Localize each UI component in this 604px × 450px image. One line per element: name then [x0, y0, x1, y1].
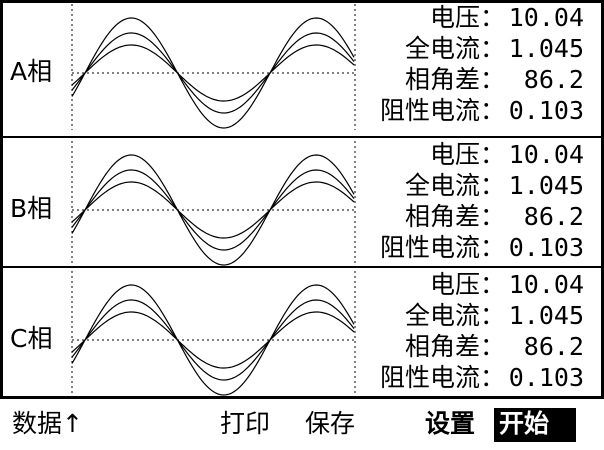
reading-value: 1.045 [509, 171, 584, 200]
reading-label: 电压： [430, 270, 505, 299]
reading-value: 10.04 [509, 3, 584, 32]
phase-label: B相 [10, 194, 52, 223]
reading-label: 相角差： [405, 332, 505, 361]
reading-value: 10.04 [509, 270, 584, 299]
frame [0, 0, 604, 399]
reading-label: 电压： [430, 3, 505, 32]
reading-value: 86.2 [524, 202, 584, 231]
reading-label: 相角差： [405, 65, 505, 94]
button[interactable]: 打印 [220, 409, 270, 438]
reading-label: 阻性电流： [380, 363, 505, 392]
phase-label: A相 [10, 57, 52, 86]
waveform [71, 17, 355, 129]
reading-label: 阻性电流： [380, 96, 505, 125]
reading-label: 全电流： [405, 34, 505, 63]
waveform [71, 44, 355, 102]
reading-value: 0.103 [509, 363, 584, 392]
button-highlight [494, 408, 576, 442]
waveform [71, 299, 355, 381]
reading-value: 1.045 [509, 34, 584, 63]
waveform [71, 311, 355, 369]
reading-value: 86.2 [524, 332, 584, 361]
waveform [71, 32, 355, 114]
waveform [71, 154, 355, 266]
reading-label: 全电流： [405, 301, 505, 330]
reading-value: 10.04 [509, 140, 584, 169]
reading-value: 0.103 [509, 233, 584, 262]
button[interactable]: 开始 [499, 409, 549, 438]
button[interactable]: 数据↑ [12, 409, 83, 438]
phase-label: C相 [10, 324, 52, 353]
waveform [71, 181, 355, 239]
reading-label: 阻性电流： [380, 233, 505, 262]
footer: 数据↑ 打印 保存 设置 开始 [12, 408, 576, 442]
waveform [71, 169, 355, 251]
reading-label: 全电流： [405, 171, 505, 200]
reading-value: 86.2 [524, 65, 584, 94]
button[interactable]: 设置 [425, 409, 475, 438]
waveform [71, 284, 355, 396]
reading-label: 电压： [430, 140, 505, 169]
button[interactable]: 保存 [305, 409, 355, 438]
reading-value: 0.103 [509, 96, 584, 125]
reading-value: 1.045 [509, 301, 584, 330]
reading-label: 相角差： [405, 202, 505, 231]
